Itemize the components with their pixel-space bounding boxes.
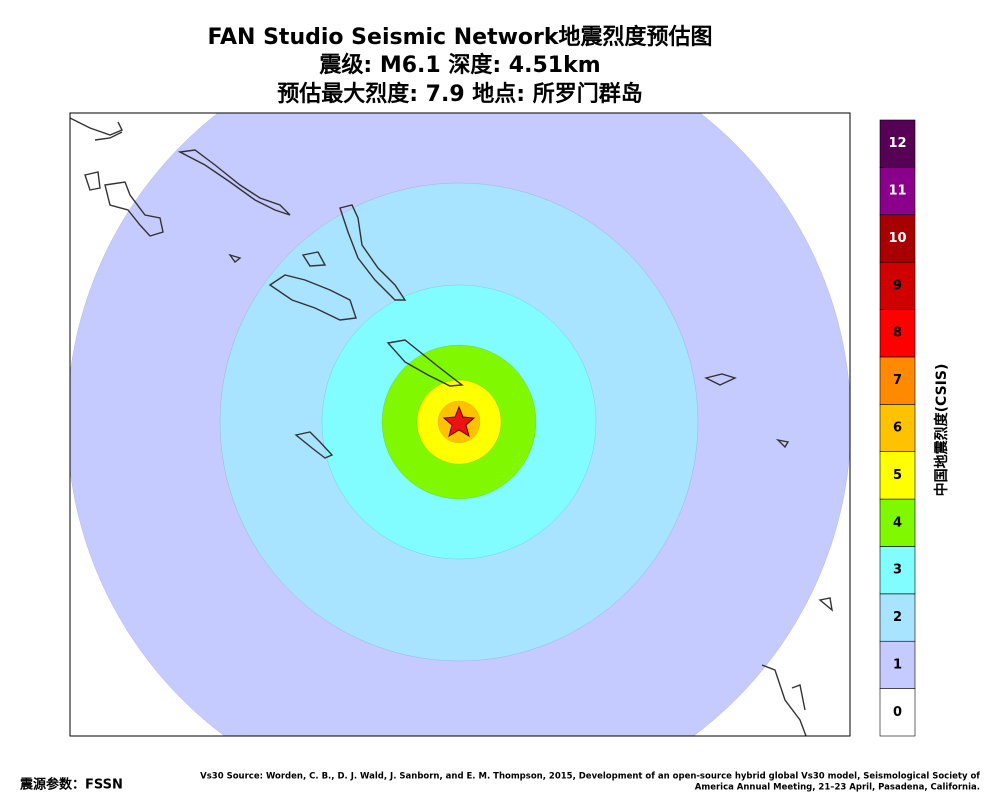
- colorbar-label: 0: [893, 705, 902, 720]
- colorbar-label: 7: [893, 373, 902, 388]
- coastline: [84, 171, 164, 237]
- colorbar-cell: [879, 119, 916, 168]
- colorbar-label: 12: [888, 136, 906, 151]
- colorbar-cell: [879, 356, 916, 405]
- coastline: [268, 274, 357, 321]
- colorbar-label: 4: [893, 515, 902, 530]
- colorbar-cell: [879, 546, 916, 595]
- subtitle: 预估最大烈度: 7.9 地点: 所罗门群岛: [277, 81, 643, 107]
- colorbar-label: 2: [893, 610, 902, 625]
- coastlines: [70, 117, 834, 736]
- coastline: [228, 251, 327, 267]
- colorbar-cell: [879, 404, 916, 452]
- colorbar-cell: [879, 640, 916, 689]
- coastline: [761, 597, 834, 736]
- colorbar-label: 11: [888, 184, 906, 199]
- colorbar-label: 6: [893, 421, 902, 436]
- colorbar-label: 3: [893, 563, 902, 578]
- coastline: [386, 339, 464, 387]
- coastline: [70, 117, 123, 141]
- coastline: [294, 431, 334, 459]
- colorbar-cell: [879, 688, 916, 737]
- colorbar-cell: [879, 593, 916, 642]
- epicenter: [442, 405, 476, 438]
- coastline: [703, 373, 790, 449]
- colorbar-label: 1: [893, 657, 902, 672]
- colorbar-cell: [879, 261, 916, 310]
- colorbar-label: 10: [888, 231, 906, 246]
- footer-reference: America Annual Meeting, 21–23 April, Pas…: [695, 783, 980, 793]
- colorbar-label: 5: [893, 468, 902, 483]
- subtitle: 震级: M6.1 深度: 4.51km: [319, 52, 600, 78]
- colorbar-title: 中国地震烈度(CSIS): [933, 364, 950, 497]
- footer-source: 震源参数：FSSN: [19, 777, 123, 793]
- title: FAN Studio Seismic Network地震烈度预估图: [207, 24, 712, 50]
- colorbar-cell: [879, 451, 916, 500]
- map-frame: [69, 112, 851, 737]
- colorbar-cell: [879, 214, 916, 263]
- colorbar-label: 8: [893, 326, 902, 341]
- colorbar-cell: [879, 167, 916, 216]
- footer-reference: Vs30 Source: Worden, C. B., D. J. Wald, …: [200, 772, 980, 782]
- coastline: [177, 149, 291, 216]
- coastline: [339, 204, 407, 301]
- colorbar-cell: [879, 309, 916, 358]
- colorbar-label: 9: [893, 278, 902, 293]
